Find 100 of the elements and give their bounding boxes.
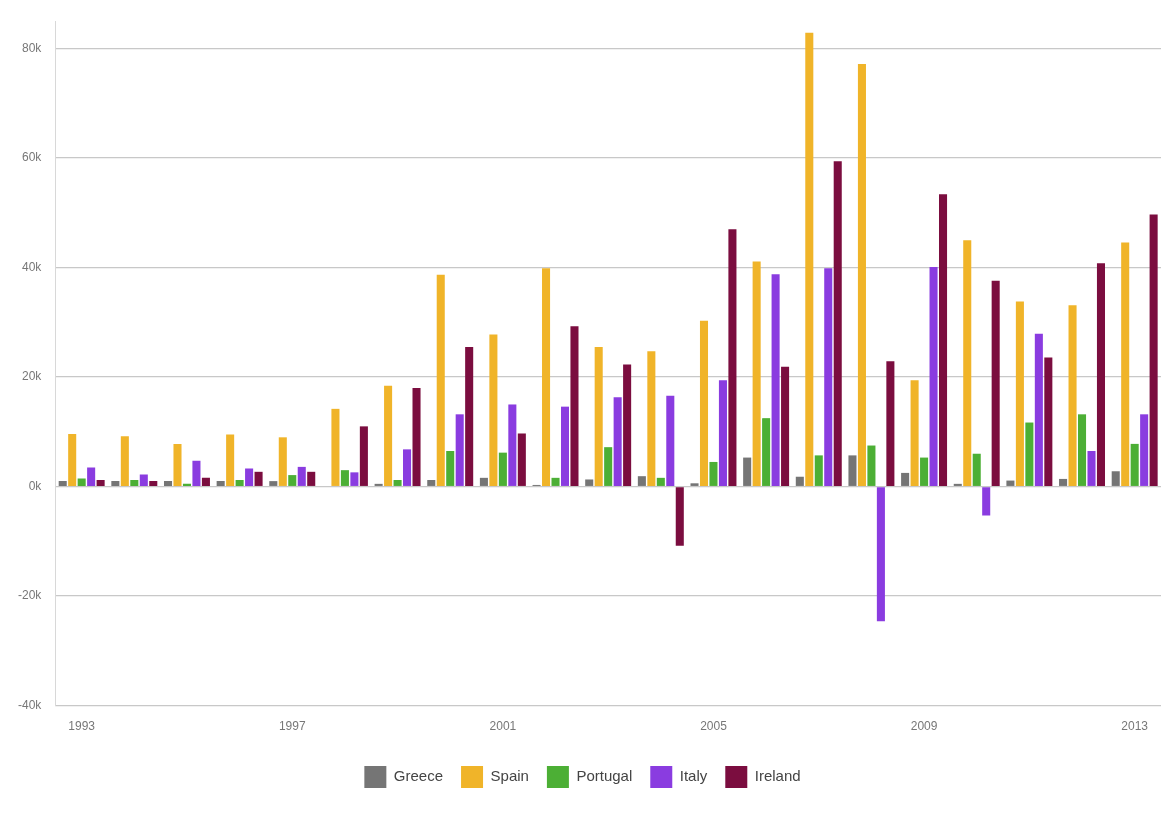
bar: [886, 361, 895, 486]
bar: [384, 385, 393, 486]
bar: [876, 487, 885, 622]
bar: [393, 480, 402, 486]
x-tick-label: 1997: [278, 719, 306, 734]
bar: [1121, 242, 1130, 486]
bar: [455, 414, 464, 486]
bar: [929, 267, 938, 486]
bar: [446, 451, 455, 486]
x-tick-label: 2005: [700, 719, 728, 734]
bar: [278, 437, 287, 486]
legend-label: Portugal: [576, 767, 633, 785]
bar: [1149, 214, 1158, 486]
bar: [857, 63, 866, 486]
legend-label: Italy: [679, 767, 708, 785]
bar: [824, 268, 833, 486]
bar: [814, 455, 823, 486]
bar: [58, 481, 67, 486]
bar: [1087, 451, 1096, 486]
y-tick-label: 60k: [21, 150, 43, 165]
bar: [833, 161, 842, 486]
legend-label: Greece: [393, 767, 444, 785]
bar: [216, 481, 225, 486]
bar: [901, 472, 910, 486]
bar: [867, 445, 876, 486]
bar: [570, 326, 579, 486]
bar: [656, 477, 665, 486]
bar: [374, 483, 383, 486]
bar: [963, 240, 972, 486]
legend-label: Spain: [490, 767, 529, 785]
bar: [269, 481, 278, 486]
bar: [498, 452, 507, 486]
bar: [226, 434, 235, 486]
bar: [149, 481, 158, 486]
x-tick-label: 1993: [68, 719, 96, 734]
bar: [427, 480, 436, 486]
bar: [718, 380, 727, 486]
bar: [795, 476, 804, 486]
bar: [412, 388, 421, 486]
bar: [972, 453, 981, 486]
y-tick-label: 20k: [21, 369, 43, 384]
bar: [604, 447, 613, 486]
bar: [359, 426, 368, 486]
bar: [848, 455, 857, 486]
bar: [120, 436, 129, 486]
bar: [771, 274, 780, 486]
y-tick-label: 40k: [21, 259, 43, 274]
bar: [781, 366, 790, 486]
bar: [939, 194, 948, 486]
bar: [1096, 263, 1106, 486]
bar: [87, 467, 96, 486]
bar: [68, 434, 77, 486]
bar: [752, 261, 761, 486]
bar: [139, 474, 148, 486]
bar: [489, 334, 498, 486]
bar: [690, 483, 699, 486]
bar: [910, 380, 919, 486]
bar: [953, 483, 962, 486]
bar: [182, 483, 191, 486]
bar: [623, 364, 632, 486]
bar: [163, 481, 173, 486]
bar: [479, 477, 488, 486]
bar: [1078, 414, 1087, 486]
bar: [173, 443, 182, 486]
bar: [1111, 471, 1120, 486]
x-tick-label: 2009: [910, 719, 938, 734]
bar: [436, 274, 445, 486]
bar: [920, 457, 929, 486]
bar: [130, 480, 139, 486]
bar: [508, 404, 517, 486]
x-tick-label: 2013: [1121, 719, 1149, 734]
bar: [235, 480, 244, 486]
bar: [340, 470, 349, 486]
y-tick-label: -20k: [18, 588, 43, 603]
bar: [331, 408, 340, 486]
bar: [762, 418, 771, 486]
bar: [1015, 301, 1024, 486]
bar: [743, 457, 752, 486]
bar: [551, 477, 560, 486]
bar: [517, 433, 526, 486]
bar: [1059, 478, 1068, 486]
bar: [594, 346, 603, 486]
y-tick-label: -40k: [18, 697, 43, 712]
y-tick-label: 80k: [21, 40, 43, 55]
bar: [1006, 480, 1015, 486]
bar: [1140, 414, 1149, 486]
bar: [201, 477, 210, 486]
bar: [77, 478, 86, 486]
bar: [991, 280, 1000, 486]
bar: [254, 471, 263, 486]
bar: [560, 406, 570, 486]
bar: [465, 346, 474, 486]
bar: [1034, 333, 1043, 486]
bar: [728, 229, 737, 486]
bar: [585, 479, 594, 486]
bar: [647, 351, 656, 486]
bar: [245, 468, 254, 486]
bar: [297, 466, 306, 486]
bar: [699, 320, 709, 486]
bar: [542, 268, 551, 486]
